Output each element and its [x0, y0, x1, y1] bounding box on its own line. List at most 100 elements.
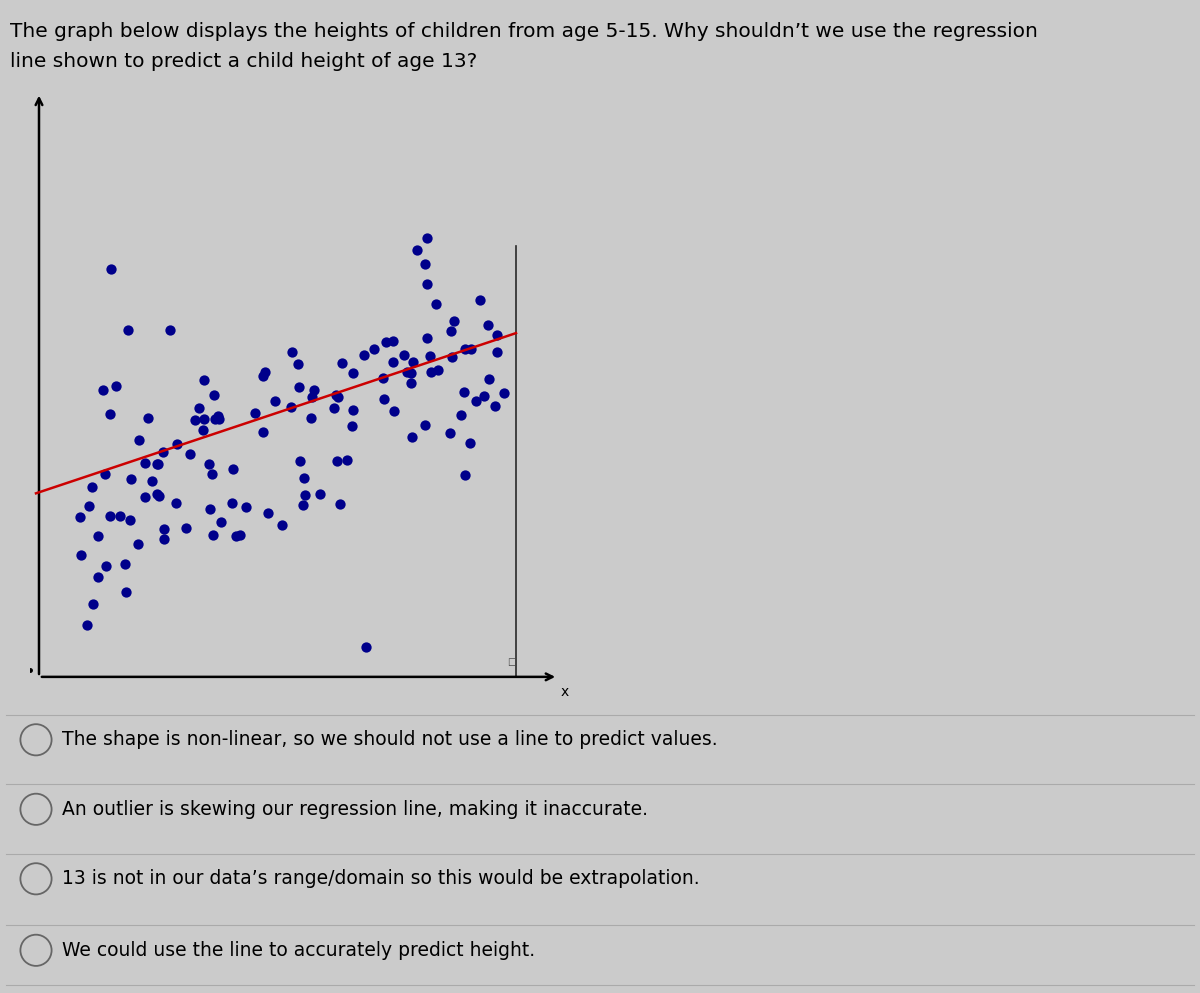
Point [426, 296, 445, 312]
Text: The shape is non-linear, so we should not use a line to predict values.: The shape is non-linear, so we should no… [62, 730, 718, 750]
Point [455, 341, 474, 356]
Point [265, 393, 284, 409]
Point [289, 378, 308, 394]
Point [301, 410, 320, 426]
Point [418, 331, 437, 347]
Point [328, 389, 347, 405]
Point [190, 400, 209, 416]
Point [418, 230, 437, 246]
Point [467, 393, 486, 409]
Point [227, 528, 246, 544]
Point [403, 355, 422, 370]
Point [205, 411, 224, 427]
Point [443, 350, 462, 365]
Point [120, 512, 139, 528]
Point [385, 403, 404, 419]
Text: line shown to predict a child height of age 13?: line shown to predict a child height of … [10, 52, 476, 71]
Point [77, 618, 96, 634]
Text: An outlier is skewing our regression line, making it inaccurate.: An outlier is skewing our regression lin… [62, 799, 648, 819]
Point [355, 347, 374, 362]
Point [194, 411, 214, 427]
Point [258, 505, 277, 521]
Text: x: x [562, 685, 569, 699]
Point [204, 387, 223, 403]
Point [236, 498, 256, 514]
Point [402, 429, 421, 445]
Point [402, 365, 421, 381]
Point [337, 452, 356, 468]
Point [487, 344, 506, 359]
Point [326, 387, 346, 403]
Point [328, 453, 347, 469]
Point [384, 355, 403, 370]
Point [71, 509, 90, 525]
Point [193, 422, 212, 438]
Point [383, 333, 402, 349]
Point [282, 344, 301, 359]
Point [442, 323, 461, 339]
Point [253, 368, 272, 384]
Point [72, 547, 91, 563]
Point [194, 372, 214, 388]
Point [454, 384, 473, 400]
Point [121, 472, 140, 488]
Point [149, 457, 168, 473]
Point [302, 389, 322, 405]
Point [408, 241, 427, 257]
Point [428, 361, 448, 377]
Point [288, 356, 307, 372]
Point [223, 461, 242, 477]
Point [155, 531, 174, 547]
Point [256, 364, 275, 380]
Point [160, 322, 179, 338]
Point [461, 436, 480, 452]
Point [487, 328, 506, 344]
Point [128, 536, 148, 552]
Point [94, 382, 113, 398]
Point [253, 424, 272, 440]
Point [479, 318, 498, 334]
Point [211, 514, 230, 530]
Point [445, 313, 464, 329]
Point [474, 388, 493, 404]
Point [115, 556, 134, 572]
Point [246, 405, 265, 421]
Point [332, 355, 352, 370]
Point [136, 489, 155, 504]
Point [176, 519, 196, 535]
Text: The graph below displays the heights of children from age 5-15. Why shouldn’t we: The graph below displays the heights of … [10, 22, 1038, 41]
Point [101, 507, 120, 523]
Point [395, 348, 414, 363]
Point [107, 378, 126, 394]
Point [155, 521, 174, 537]
Point [222, 495, 241, 510]
Point [209, 408, 228, 424]
Point [415, 256, 434, 272]
Point [180, 446, 199, 462]
Point [154, 444, 173, 460]
Point [203, 467, 222, 483]
Point [364, 342, 383, 357]
Point [294, 471, 313, 487]
Point [282, 399, 301, 415]
Point [101, 405, 120, 421]
Point [461, 342, 480, 357]
Point [138, 410, 157, 426]
Point [149, 489, 168, 504]
Point [290, 453, 310, 469]
Point [167, 496, 186, 511]
Point [79, 497, 98, 513]
Point [146, 487, 166, 502]
Point [415, 417, 434, 433]
Point [344, 402, 364, 418]
Point [331, 496, 350, 512]
Point [305, 382, 324, 398]
Point [200, 457, 220, 473]
Point [88, 569, 107, 585]
Point [295, 488, 314, 503]
Point [130, 432, 149, 448]
Point [418, 276, 437, 292]
Point [440, 425, 460, 441]
Point [200, 501, 220, 517]
Point [397, 364, 416, 380]
